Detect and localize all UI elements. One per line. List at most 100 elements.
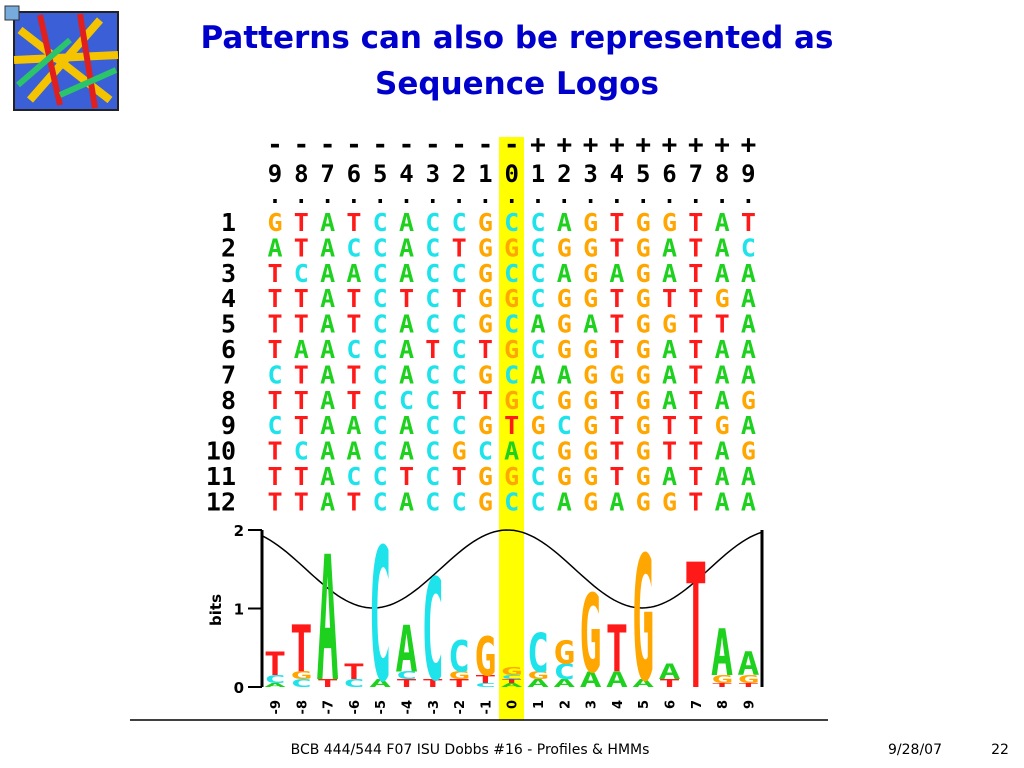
row-label: 6	[221, 335, 236, 364]
base: T	[609, 411, 624, 440]
base: C	[530, 487, 545, 516]
position-sign: -	[478, 130, 494, 160]
row-label: 4	[221, 284, 236, 313]
base: C	[425, 233, 440, 262]
position-digit: 9	[741, 160, 755, 188]
position-sign: -	[320, 130, 336, 160]
position-digit: 1	[531, 160, 545, 188]
base: T	[609, 233, 624, 262]
position-digit: 4	[399, 160, 413, 188]
base: A	[557, 208, 572, 237]
base: A	[320, 411, 335, 440]
base: A	[609, 259, 624, 288]
base: T	[294, 386, 309, 415]
base: A	[715, 462, 730, 491]
base: C	[452, 208, 467, 237]
base: G	[715, 284, 730, 313]
base: T	[609, 310, 624, 339]
base: C	[373, 360, 388, 389]
base: T	[688, 487, 703, 516]
base: C	[530, 462, 545, 491]
base: A	[741, 360, 756, 389]
logo-letter: A	[553, 677, 575, 689]
title-line: Patterns can also be represented as	[201, 20, 834, 56]
position-digit: 6	[662, 160, 676, 188]
base: A	[741, 259, 756, 288]
base: A	[320, 360, 335, 389]
base: A	[399, 259, 414, 288]
logo-letter: T	[448, 677, 470, 689]
base: C	[557, 411, 572, 440]
base: C	[373, 411, 388, 440]
base: C	[425, 437, 440, 466]
base: A	[320, 487, 335, 516]
base: C	[346, 233, 361, 262]
position-digit: 3	[583, 160, 597, 188]
logo-letter: C	[422, 551, 444, 714]
base: T	[741, 208, 756, 237]
base: A	[399, 360, 414, 389]
logo-letter: G	[474, 625, 496, 688]
position-digit: 8	[715, 160, 729, 188]
base: C	[425, 310, 440, 339]
base: A	[715, 386, 730, 415]
base: C	[530, 437, 545, 466]
base: C	[478, 437, 493, 466]
x-tick-label: 9	[742, 700, 757, 709]
base: T	[399, 462, 414, 491]
base: C	[373, 386, 388, 415]
x-tick-label: -8	[295, 700, 310, 714]
logo-letter: G	[580, 571, 602, 697]
position-dot: .	[295, 184, 308, 209]
position-dot: .	[479, 184, 492, 209]
logo-letter: T	[264, 646, 286, 683]
base: G	[636, 462, 651, 491]
base: A	[715, 437, 730, 466]
logo-letter: C	[343, 677, 365, 689]
position-sign: -	[293, 130, 309, 160]
base: G	[583, 487, 598, 516]
base: G	[636, 208, 651, 237]
base: A	[609, 487, 624, 516]
position-digit: 0	[504, 160, 518, 188]
base: T	[452, 386, 467, 415]
base: G	[504, 233, 519, 262]
base: G	[741, 437, 756, 466]
footer-date: 9/28/07	[888, 742, 942, 758]
base: A	[320, 259, 335, 288]
base: G	[636, 437, 651, 466]
position-digit: 7	[689, 160, 703, 188]
logo-letter: G	[501, 666, 523, 678]
base: C	[530, 386, 545, 415]
base: G	[478, 360, 493, 389]
position-dot: .	[426, 184, 439, 209]
position-digit: 9	[268, 160, 282, 188]
base: T	[609, 386, 624, 415]
x-tick-label: 8	[716, 700, 731, 709]
base: A	[741, 310, 756, 339]
base: G	[478, 487, 493, 516]
base: G	[662, 310, 677, 339]
base: A	[557, 487, 572, 516]
x-tick-label: -6	[348, 700, 363, 714]
base: C	[530, 284, 545, 313]
base: A	[715, 487, 730, 516]
base: T	[267, 259, 282, 288]
base: T	[267, 335, 282, 364]
base: A	[346, 259, 361, 288]
base: G	[636, 310, 651, 339]
base: A	[741, 411, 756, 440]
base: T	[452, 233, 467, 262]
base: C	[504, 208, 519, 237]
logo-letter: G	[711, 674, 733, 686]
base: C	[373, 310, 388, 339]
base: T	[346, 487, 361, 516]
position-dot: .	[558, 184, 571, 209]
base: T	[662, 437, 677, 466]
position-sign: -	[267, 130, 283, 160]
base: A	[320, 335, 335, 364]
base: T	[688, 310, 703, 339]
x-tick-label: -1	[479, 700, 494, 714]
base: T	[662, 284, 677, 313]
position-sign: -	[504, 130, 520, 160]
